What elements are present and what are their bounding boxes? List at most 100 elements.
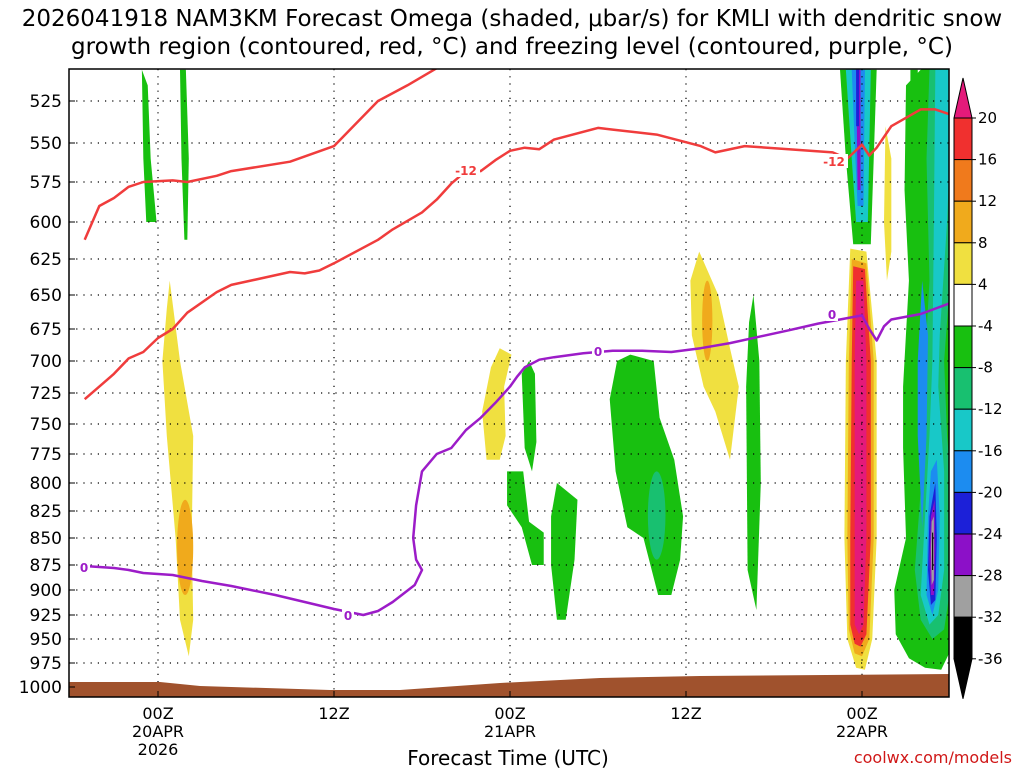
colorbar-label-9: -20 bbox=[978, 483, 1003, 501]
colorbar-swatch-4 bbox=[953, 283, 973, 327]
colorbar-swatch-1 bbox=[953, 159, 973, 202]
y-tick-label-900: 900 bbox=[30, 581, 62, 601]
x-tick-date-0: 20APR bbox=[132, 722, 184, 741]
colorbar-swatch-0 bbox=[953, 117, 973, 161]
omega-green-blob-1 bbox=[507, 471, 544, 565]
contour-label-bg-0 bbox=[452, 163, 480, 177]
y-tick-label-550: 550 bbox=[30, 134, 62, 154]
omega-green-strip-4 bbox=[746, 295, 761, 610]
contour-1 bbox=[83, 108, 949, 401]
x-tick-date-24: 21APR bbox=[484, 722, 536, 741]
colorbar-swatch-3 bbox=[953, 242, 973, 285]
y-tick-label-925: 925 bbox=[30, 606, 62, 626]
contour-label-bg-5 bbox=[826, 307, 838, 321]
contour-label-bg-2 bbox=[78, 560, 90, 574]
colorbar-label-5: -4 bbox=[978, 317, 993, 335]
chart-title-line-2: growth region (contoured, red, °C) and f… bbox=[71, 34, 953, 60]
omega-green-blob-3 bbox=[609, 354, 684, 595]
colorbar-label-11: -28 bbox=[978, 567, 1003, 585]
y-tick-label-725: 725 bbox=[30, 384, 62, 404]
x-tick-label-48: 00Z bbox=[846, 704, 877, 723]
y-tick-label-850: 850 bbox=[30, 529, 62, 549]
colorbar-label-1: 16 bbox=[978, 151, 997, 169]
contour-label-4: 0 bbox=[594, 345, 602, 359]
y-tick-label-675: 675 bbox=[30, 320, 62, 340]
colorbar-bottom-arrow bbox=[953, 658, 973, 699]
colorbar-swatch-11 bbox=[953, 575, 973, 618]
colorbar: 20 16 12 8 4 -4 -8 -12 -16 -20 -24 -28 -32 -36 bbox=[953, 77, 1003, 699]
y-tick-label-975: 975 bbox=[30, 654, 62, 674]
contour-0 bbox=[83, 69, 439, 241]
colorbar-swatch-8 bbox=[953, 450, 973, 493]
colorbar-label-0: 20 bbox=[978, 109, 997, 127]
y-tick-label-700: 700 bbox=[30, 352, 62, 372]
omega-shaded-regions bbox=[141, 69, 949, 670]
plot-frame bbox=[68, 68, 950, 698]
y-tick-label-750: 750 bbox=[30, 415, 62, 435]
omega-yellow-sliver bbox=[884, 126, 892, 281]
colorbar-label-10: -24 bbox=[978, 525, 1003, 543]
omega-yellow-plume-2 bbox=[482, 348, 512, 460]
x-axis-label: Forecast Time (UTC) bbox=[407, 746, 609, 768]
contour-label-3: 0 bbox=[344, 609, 352, 623]
contour-label-bg-1 bbox=[820, 154, 848, 168]
colorbar-top-arrow bbox=[953, 77, 973, 119]
colorbar-label-2: 12 bbox=[978, 192, 997, 210]
contour-2 bbox=[84, 302, 949, 617]
omega-cyan-column bbox=[920, 69, 949, 625]
plot-area bbox=[69, 69, 949, 697]
x-tick-year-0: 2026 bbox=[138, 740, 179, 759]
colorbar-swatch-10 bbox=[953, 533, 973, 577]
contour-label-2: 0 bbox=[80, 561, 88, 575]
ground-terrain bbox=[69, 674, 949, 697]
y-tick-label-650: 650 bbox=[30, 286, 62, 306]
y-tick-label-875: 875 bbox=[30, 556, 62, 576]
omega-green-blob-2 bbox=[551, 483, 578, 620]
y-tick-label-600: 600 bbox=[30, 213, 62, 233]
colorbar-swatch-9 bbox=[953, 491, 973, 535]
watermark: coolwx.com/models bbox=[854, 748, 1012, 767]
colorbar-swatch-6 bbox=[953, 367, 973, 410]
y-tick-label-825: 825 bbox=[30, 502, 62, 522]
colorbar-label-13: -36 bbox=[978, 650, 1003, 668]
omega-gold-core-2 bbox=[702, 280, 713, 361]
y-tick-label-525: 525 bbox=[30, 92, 62, 112]
colorbar-swatch-2 bbox=[953, 200, 973, 244]
omega-green-strip-1 bbox=[141, 69, 157, 222]
contour-label-0: -12 bbox=[455, 164, 477, 178]
omega-teal-core-1 bbox=[647, 471, 666, 560]
x-tick-label-36: 12Z bbox=[670, 704, 701, 723]
colorbar-label-6: -8 bbox=[978, 359, 993, 377]
colorbar-label-4: 4 bbox=[978, 275, 988, 293]
omega-yellow-plume-3 bbox=[690, 251, 739, 460]
y-axis: 525 550 575 600 625 650 675 700 725 750 775 800 825 8… bbox=[19, 92, 75, 698]
colorbar-swatch-12 bbox=[953, 616, 973, 660]
colorbar-label-12: -32 bbox=[978, 608, 1003, 626]
colorbar-swatch-5 bbox=[953, 325, 973, 369]
omega-magenta-column bbox=[854, 280, 867, 635]
omega-green-strip-3 bbox=[521, 361, 537, 472]
x-tick-label-12: 12Z bbox=[318, 704, 349, 723]
omega-gold-core-1 bbox=[177, 499, 194, 595]
y-tick-label-800: 800 bbox=[30, 474, 62, 494]
y-tick-label-625: 625 bbox=[30, 250, 62, 270]
omega-green-strip-2 bbox=[180, 69, 189, 240]
chart-title-line-1: 2026041918 NAM3KM Forecast Omega (shaded… bbox=[22, 6, 1002, 32]
colorbar-swatch-7 bbox=[953, 408, 973, 452]
x-tick-date-48: 22APR bbox=[836, 722, 888, 741]
contour-label-bg-4 bbox=[592, 344, 604, 358]
y-tick-label-775: 775 bbox=[30, 445, 62, 465]
x-tick-label-24: 00Z bbox=[494, 704, 525, 723]
omega-blue-streak bbox=[917, 280, 928, 528]
y-tick-label-1000: 1000 bbox=[19, 678, 62, 698]
colorbar-label-7: -12 bbox=[978, 400, 1003, 418]
colorbar-label-3: 8 bbox=[978, 234, 988, 252]
omega-green-top bbox=[910, 69, 920, 222]
contour-label-5: 0 bbox=[828, 308, 836, 322]
contour-lines: -12 -12 0 0 0 0 bbox=[78, 69, 949, 623]
grid-lines bbox=[69, 69, 949, 697]
omega-black-core bbox=[932, 532, 934, 570]
x-tick-label-0: 00Z bbox=[142, 704, 173, 723]
